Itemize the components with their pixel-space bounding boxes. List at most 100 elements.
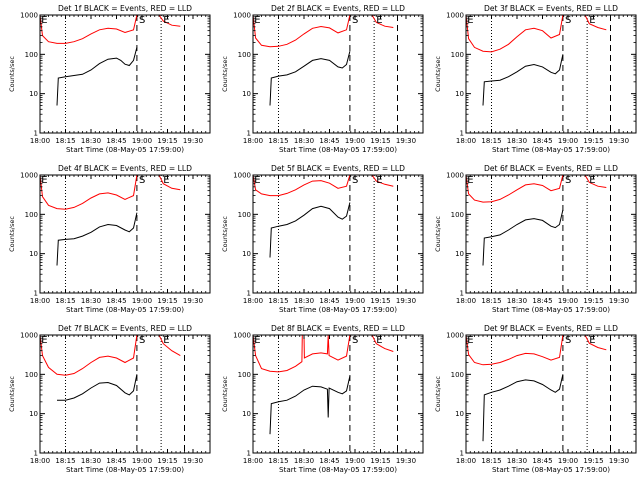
- x-tick-label: 18:00: [456, 137, 476, 145]
- y-tick-label: 100: [25, 51, 38, 59]
- x-tick-label: 19:15: [583, 297, 603, 305]
- event-marker-label: E: [467, 175, 473, 186]
- events-series-line: [56, 212, 138, 266]
- y-tick-label: 100: [25, 211, 38, 219]
- x-tick-label: 18:00: [456, 297, 476, 305]
- panel-title: Det 1f BLACK = Events, RED = LLD: [58, 4, 192, 13]
- lld-series-line: [465, 174, 607, 203]
- event-marker-label: S: [352, 175, 358, 186]
- y-tick-label: 1000: [20, 12, 38, 20]
- events-series-line: [57, 374, 138, 401]
- y-tick-label: 100: [238, 51, 251, 59]
- events-series-line: [269, 51, 351, 106]
- event-marker-label: S: [352, 335, 358, 346]
- y-tick-label: 1: [34, 290, 38, 298]
- y-tick-label: 1000: [233, 172, 251, 180]
- x-tick-label: 18:30: [507, 297, 527, 305]
- y-tick-label: 1: [34, 130, 38, 138]
- y-tick-label: 1: [460, 130, 464, 138]
- event-marker-label: E: [163, 15, 169, 26]
- y-axis-label: Counts/sec: [221, 216, 229, 252]
- events-series-line: [56, 47, 138, 106]
- x-tick-label: 18:45: [532, 137, 552, 145]
- events-series-line: [269, 202, 351, 258]
- y-axis-label: Counts/sec: [221, 56, 229, 92]
- x-tick-label: 19:30: [396, 297, 416, 305]
- event-marker-label: E: [41, 15, 47, 26]
- x-tick-label: 18:30: [81, 457, 101, 465]
- x-tick-label: 19:15: [157, 137, 177, 145]
- x-tick-label: 18:15: [268, 457, 288, 465]
- x-axis-label: Start Time (08-May-05 17:59:00): [279, 305, 397, 314]
- panel-title: Det 3f BLACK = Events, RED = LLD: [484, 4, 618, 13]
- x-tick-label: 18:30: [81, 137, 101, 145]
- x-tick-label: 18:15: [481, 297, 501, 305]
- x-tick-label: 19:30: [183, 297, 203, 305]
- y-tick-label: 10: [455, 410, 464, 418]
- y-tick-label: 1000: [20, 332, 38, 340]
- event-marker-label: E: [163, 335, 169, 346]
- y-tick-label: 1000: [446, 12, 464, 20]
- y-tick-label: 1000: [446, 172, 464, 180]
- event-marker-label: S: [139, 15, 145, 26]
- detector-panel-8: Det 8f BLACK = Events, RED = LLD 1 10 100 10…: [221, 324, 424, 474]
- x-tick-label: 18:45: [319, 137, 339, 145]
- x-tick-label: 19:00: [345, 137, 365, 145]
- y-tick-label: 10: [242, 410, 251, 418]
- event-marker-label: E: [376, 15, 382, 26]
- event-marker-label: S: [565, 335, 571, 346]
- y-tick-label: 10: [29, 410, 38, 418]
- y-tick-label: 1000: [233, 332, 251, 340]
- panel-title: Det 2f BLACK = Events, RED = LLD: [271, 4, 405, 13]
- x-tick-label: 19:15: [370, 137, 390, 145]
- y-tick-label: 1: [460, 450, 464, 458]
- event-marker-label: S: [565, 175, 571, 186]
- x-tick-label: 19:30: [396, 457, 416, 465]
- x-tick-label: 19:30: [183, 137, 203, 145]
- y-tick-label: 100: [25, 371, 38, 379]
- x-tick-label: 18:45: [319, 457, 339, 465]
- x-tick-label: 19:15: [157, 297, 177, 305]
- event-marker-label: E: [41, 175, 47, 186]
- x-tick-label: 18:45: [106, 137, 126, 145]
- x-tick-label: 18:30: [294, 297, 314, 305]
- x-tick-label: 18:15: [268, 137, 288, 145]
- detector-panel-7: Det 7f BLACK = Events, RED = LLD 1 10 100 10…: [8, 324, 211, 474]
- y-axis-label: Counts/sec: [8, 216, 16, 252]
- event-marker-label: E: [376, 175, 382, 186]
- event-marker-label: E: [254, 175, 260, 186]
- event-marker-label: E: [589, 335, 595, 346]
- y-tick-label: 10: [455, 250, 464, 258]
- detector-panel-3: Det 3f BLACK = Events, RED = LLD 1 10 100 10…: [434, 4, 637, 154]
- x-tick-label: 19:00: [132, 297, 152, 305]
- y-tick-label: 1000: [446, 332, 464, 340]
- event-marker-label: S: [139, 335, 145, 346]
- x-tick-label: 19:15: [157, 457, 177, 465]
- x-tick-label: 19:00: [558, 297, 578, 305]
- events-series-line: [482, 54, 564, 106]
- x-axis-label: Start Time (08-May-05 17:59:00): [279, 465, 397, 474]
- event-marker-label: E: [467, 335, 473, 346]
- x-tick-label: 19:00: [345, 297, 365, 305]
- event-marker-label: E: [254, 15, 260, 26]
- detector-panel-9: Det 9f BLACK = Events, RED = LLD 1 10 100 10…: [434, 324, 637, 474]
- x-tick-label: 18:00: [243, 297, 263, 305]
- x-tick-label: 18:00: [243, 457, 263, 465]
- x-tick-label: 18:00: [30, 297, 50, 305]
- y-axis-label: Counts/sec: [434, 376, 442, 412]
- x-tick-label: 18:45: [319, 297, 339, 305]
- x-tick-label: 18:00: [30, 137, 50, 145]
- panel-title: Det 7f BLACK = Events, RED = LLD: [58, 324, 192, 333]
- events-series-line: [269, 375, 351, 435]
- x-tick-label: 18:30: [294, 137, 314, 145]
- x-tick-label: 18:15: [481, 457, 501, 465]
- x-tick-label: 19:30: [609, 297, 629, 305]
- x-tick-label: 19:15: [370, 457, 390, 465]
- x-tick-label: 18:15: [55, 297, 75, 305]
- y-axis-label: Counts/sec: [8, 56, 16, 92]
- panel-title: Det 4f BLACK = Events, RED = LLD: [58, 164, 192, 173]
- x-tick-label: 18:30: [81, 297, 101, 305]
- x-tick-label: 19:00: [132, 137, 152, 145]
- x-tick-label: 19:15: [583, 457, 603, 465]
